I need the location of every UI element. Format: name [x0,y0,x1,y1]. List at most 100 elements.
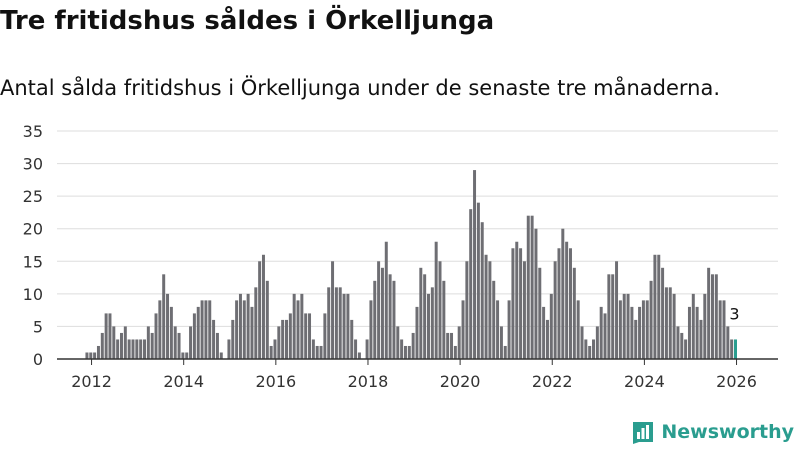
bar [588,345,592,359]
bar [392,280,396,359]
bar [212,319,216,359]
bar [461,300,465,359]
bar [473,170,477,359]
bar [565,241,569,359]
bar [288,313,292,359]
bar [618,300,622,359]
bar [488,261,492,359]
bar [526,215,530,359]
y-tick-label: 35 [23,122,43,141]
bar [423,274,427,359]
bar [557,248,561,359]
bar [173,326,177,359]
bar [442,280,446,359]
bar [89,352,93,359]
x-tick-label: 2022 [532,372,573,391]
bar [350,319,354,359]
bar [265,280,269,359]
bar [484,254,488,359]
bar [112,326,116,359]
bar [143,339,146,359]
bar [534,228,538,359]
bar [192,313,196,359]
bar [722,300,726,359]
bar [699,319,703,359]
bar [615,261,619,359]
bar [672,293,676,359]
bar [668,287,672,359]
bar [599,306,603,359]
bar [96,345,100,359]
bar [135,339,139,359]
y-tick-label: 10 [23,285,43,304]
bar [469,209,473,359]
bar [687,306,691,359]
bar [710,274,714,359]
bar [695,306,699,359]
bar [377,261,381,359]
bar [189,326,193,359]
bar [649,280,653,359]
bar [595,326,599,359]
x-tick-label: 2026 [716,372,757,391]
bar [311,339,315,359]
chart-title: Tre fritidshus såldes i Örkelljunga [0,6,495,36]
bar [231,319,235,359]
bar [93,352,97,359]
bar [338,287,342,359]
bar [411,332,415,359]
bar [200,300,204,359]
bar [304,313,308,359]
bar [185,352,189,359]
bar [227,339,231,359]
bar [438,261,442,359]
bar [315,345,319,359]
y-tick-label: 30 [23,155,43,174]
newsworthy-icon [633,422,654,444]
bar [319,345,323,359]
bar [603,313,607,359]
bar [661,267,665,359]
bar [400,339,404,359]
bar [568,248,572,359]
y-tick-label: 15 [23,252,43,271]
bar [296,300,300,359]
bar [634,319,638,359]
bar [584,339,588,359]
bar [503,345,507,359]
bar [480,222,484,359]
bar [281,319,285,359]
bar [123,326,127,359]
bar [718,300,722,359]
bar [545,319,549,359]
bar [657,254,661,359]
bar [292,293,296,359]
bar [476,202,480,359]
bar [496,300,500,359]
bar [691,293,695,359]
bar [396,326,400,359]
bar [85,352,89,359]
bar [703,293,707,359]
bar [380,267,384,359]
bar [258,261,262,359]
brand-name: Newsworthy [661,421,794,443]
bar [446,332,450,359]
bar [407,345,411,359]
last-value-label: 3 [729,304,739,323]
bar [542,306,546,359]
bar [204,300,208,359]
bar [100,332,104,359]
bar [127,339,131,359]
bar [388,274,392,359]
bar [630,306,634,359]
bar [131,339,135,359]
bar [162,274,166,359]
bar [181,352,185,359]
bar [369,300,373,359]
bar [641,300,645,359]
bar [419,267,423,359]
bar [465,261,469,359]
bar [219,352,223,359]
bar [680,332,684,359]
